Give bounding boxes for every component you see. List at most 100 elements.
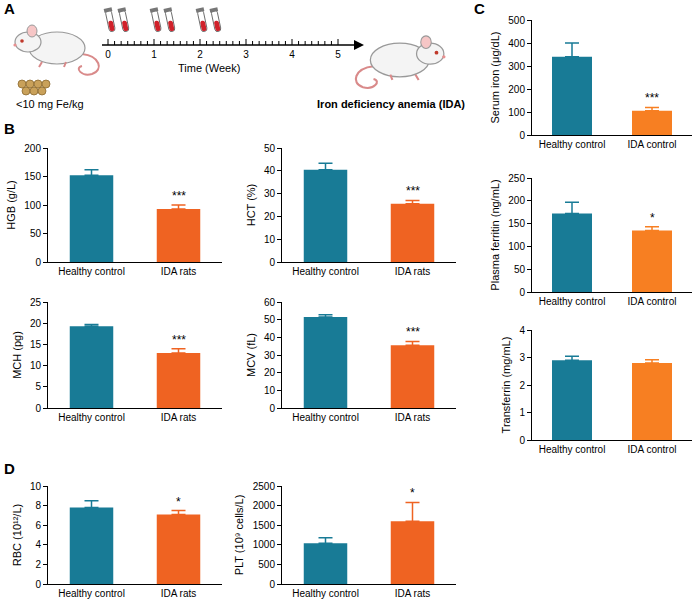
svg-text:100: 100 xyxy=(508,241,525,252)
svg-text:4: 4 xyxy=(519,325,525,336)
svg-text:1: 1 xyxy=(151,49,157,60)
svg-text:10: 10 xyxy=(264,234,276,245)
svg-text:3: 3 xyxy=(243,49,249,60)
svg-text:40: 40 xyxy=(264,332,276,343)
svg-text:40: 40 xyxy=(264,165,276,176)
svg-text:IDA control: IDA control xyxy=(628,139,677,150)
svg-text:***: *** xyxy=(172,189,186,203)
svg-text:2: 2 xyxy=(519,380,525,391)
svg-text:20: 20 xyxy=(30,318,42,329)
svg-text:<10 mg Fe/kg: <10 mg Fe/kg xyxy=(16,98,84,110)
svg-text:30: 30 xyxy=(264,350,276,361)
svg-text:0: 0 xyxy=(519,287,525,298)
svg-text:3: 3 xyxy=(519,352,525,363)
svg-text:60: 60 xyxy=(264,297,276,308)
svg-text:***: *** xyxy=(406,325,420,339)
svg-text:0: 0 xyxy=(105,49,111,60)
svg-text:10: 10 xyxy=(30,481,42,492)
svg-text:5: 5 xyxy=(35,381,41,392)
svg-text:Time (Week): Time (Week) xyxy=(178,62,240,74)
svg-text:Iron deficiency anemia (IDA): Iron deficiency anemia (IDA) xyxy=(317,98,465,110)
svg-text:0: 0 xyxy=(269,579,275,590)
svg-text:IDA rats: IDA rats xyxy=(161,266,197,277)
svg-text:1500: 1500 xyxy=(253,520,276,531)
svg-text:A: A xyxy=(4,0,15,17)
svg-text:1000: 1000 xyxy=(253,539,276,550)
svg-text:200: 200 xyxy=(24,143,41,154)
svg-text:20: 20 xyxy=(264,367,276,378)
svg-text:MCV (fL): MCV (fL) xyxy=(245,333,257,377)
svg-text:0: 0 xyxy=(519,130,525,141)
svg-text:IDA rats: IDA rats xyxy=(161,588,197,599)
svg-text:*: * xyxy=(176,495,181,509)
svg-text:C: C xyxy=(474,0,485,17)
svg-text:D: D xyxy=(4,460,15,477)
svg-text:10: 10 xyxy=(30,360,42,371)
svg-text:2: 2 xyxy=(35,559,41,570)
svg-text:Healthy control: Healthy control xyxy=(539,139,606,150)
svg-text:30: 30 xyxy=(264,188,276,199)
svg-text:***: *** xyxy=(172,333,186,347)
svg-text:IDA rats: IDA rats xyxy=(395,266,431,277)
svg-text:250: 250 xyxy=(508,173,525,184)
svg-text:10: 10 xyxy=(264,385,276,396)
svg-text:50: 50 xyxy=(30,228,42,239)
svg-text:HGB (g/L): HGB (g/L) xyxy=(5,180,17,230)
svg-text:8: 8 xyxy=(35,500,41,511)
svg-text:HCT (%): HCT (%) xyxy=(245,184,257,227)
svg-text:100: 100 xyxy=(24,200,41,211)
svg-text:RBC (10¹²/L): RBC (10¹²/L) xyxy=(11,504,23,566)
svg-text:5: 5 xyxy=(335,49,341,60)
svg-text:PLT (10⁹ cells/L): PLT (10⁹ cells/L) xyxy=(233,495,245,576)
svg-text:0: 0 xyxy=(269,257,275,268)
svg-text:Healthy control: Healthy control xyxy=(292,588,359,599)
svg-text:IDA control: IDA control xyxy=(628,444,677,455)
svg-text:50: 50 xyxy=(264,314,276,325)
svg-text:*: * xyxy=(650,211,655,225)
svg-text:4: 4 xyxy=(35,539,41,550)
svg-text:Healthy control: Healthy control xyxy=(292,266,359,277)
svg-text:2000: 2000 xyxy=(253,500,276,511)
svg-text:Serum iron (μg/dL): Serum iron (μg/dL) xyxy=(489,32,501,124)
svg-text:MCH (pg): MCH (pg) xyxy=(11,331,23,379)
svg-text:Healthy control: Healthy control xyxy=(292,412,359,423)
svg-text:20: 20 xyxy=(264,211,276,222)
svg-text:IDA rats: IDA rats xyxy=(395,412,431,423)
svg-text:2500: 2500 xyxy=(253,481,276,492)
svg-text:Healthy control: Healthy control xyxy=(58,588,125,599)
svg-text:*: * xyxy=(410,486,415,500)
svg-text:0: 0 xyxy=(519,435,525,446)
svg-text:Healthy control: Healthy control xyxy=(58,266,125,277)
svg-text:6: 6 xyxy=(35,520,41,531)
svg-text:B: B xyxy=(4,120,15,137)
svg-text:Transferrin (mg/mL): Transferrin (mg/mL) xyxy=(500,337,512,434)
svg-text:2: 2 xyxy=(197,49,203,60)
svg-text:***: *** xyxy=(645,91,659,105)
svg-text:100: 100 xyxy=(508,107,525,118)
svg-text:Plasma ferritin (ng/mL): Plasma ferritin (ng/mL) xyxy=(489,179,501,290)
svg-text:300: 300 xyxy=(508,61,525,72)
svg-text:400: 400 xyxy=(508,38,525,49)
svg-text:0: 0 xyxy=(269,403,275,414)
svg-text:***: *** xyxy=(406,184,420,198)
svg-text:200: 200 xyxy=(508,84,525,95)
svg-text:0: 0 xyxy=(35,403,41,414)
svg-text:IDA rats: IDA rats xyxy=(395,588,431,599)
svg-text:500: 500 xyxy=(508,15,525,26)
svg-text:200: 200 xyxy=(508,195,525,206)
svg-text:IDA control: IDA control xyxy=(628,296,677,307)
svg-text:Healthy control: Healthy control xyxy=(539,444,606,455)
svg-text:50: 50 xyxy=(514,264,526,275)
svg-text:500: 500 xyxy=(258,559,275,570)
svg-text:4: 4 xyxy=(289,49,295,60)
svg-text:0: 0 xyxy=(35,257,41,268)
svg-text:Healthy control: Healthy control xyxy=(58,412,125,423)
svg-text:IDA rats: IDA rats xyxy=(161,412,197,423)
svg-text:150: 150 xyxy=(24,171,41,182)
svg-text:Healthy control: Healthy control xyxy=(539,296,606,307)
svg-text:15: 15 xyxy=(30,339,42,350)
svg-text:1: 1 xyxy=(519,407,525,418)
svg-text:150: 150 xyxy=(508,218,525,229)
svg-text:0: 0 xyxy=(35,579,41,590)
svg-text:25: 25 xyxy=(30,297,42,308)
